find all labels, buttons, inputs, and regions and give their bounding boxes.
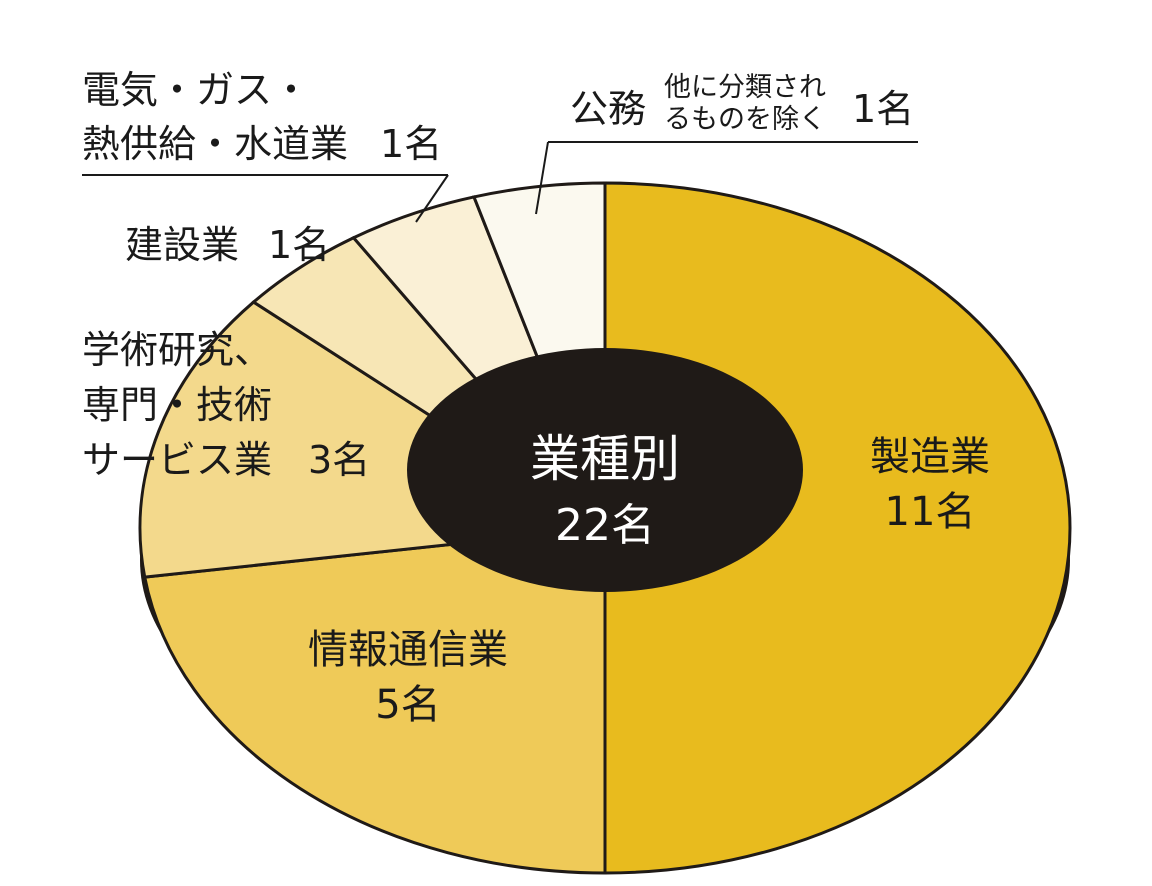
slice-value-ict: 5名	[375, 682, 440, 728]
slices-group	[138, 181, 1072, 875]
slice-value-construction: 1名	[268, 223, 330, 267]
pie-slice-manufacturing	[603, 181, 1072, 875]
slice-value-public: 1名	[852, 87, 914, 131]
slice-value-research: 3名	[308, 438, 370, 482]
slice-value-manufacturing: 11名	[885, 489, 976, 535]
slice-label-manufacturing: 製造業	[870, 434, 990, 480]
leader-line-public	[535, 141, 549, 215]
slice-label-public: 公務	[570, 87, 646, 131]
center-title: 業種別	[530, 430, 680, 488]
slice-label-utilities-1: 電気・ガス・	[82, 68, 310, 112]
leader-line-utilities	[415, 174, 449, 223]
slice-label-research-3: サービス業	[82, 438, 272, 482]
slice-label-research-1: 学術研究、	[82, 328, 272, 372]
slice-note-public-2: るものを除く	[664, 104, 826, 135]
center-total: 22名	[555, 500, 655, 551]
slice-label-construction: 建設業	[125, 223, 239, 267]
slice-label-utilities-2: 熱供給・水道業	[82, 122, 348, 166]
pie-slice-ict	[142, 526, 607, 875]
center-hole	[407, 348, 803, 592]
slice-label-research-2: 専門・技術	[82, 383, 272, 427]
slice-label-ict: 情報通信業	[308, 627, 508, 673]
slice-value-utilities: 1名	[380, 122, 442, 166]
slice-note-public-1: 他に分類され	[664, 72, 826, 103]
